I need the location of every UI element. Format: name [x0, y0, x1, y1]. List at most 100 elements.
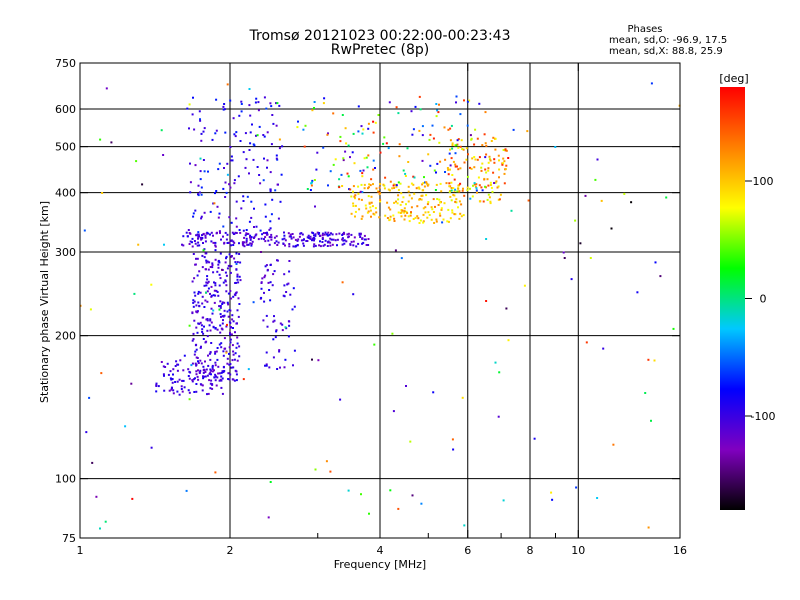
echo-point — [180, 385, 183, 388]
echo-point — [454, 163, 457, 166]
echo-point — [352, 185, 355, 188]
echo-point — [365, 244, 368, 246]
echo-point — [397, 194, 400, 197]
echo-point — [469, 166, 471, 169]
echo-point — [421, 159, 424, 162]
echo-point — [271, 114, 274, 116]
echo-point — [203, 284, 206, 287]
echo-point — [471, 157, 474, 160]
echo-point — [327, 231, 330, 234]
echo-point — [188, 127, 190, 130]
echo-point — [485, 144, 488, 147]
echo-point — [501, 163, 504, 166]
echo-point — [450, 187, 453, 189]
echo-point — [335, 233, 338, 236]
echo-point — [230, 333, 233, 336]
echo-point — [252, 237, 255, 239]
echo-point — [278, 147, 281, 150]
echo-point — [498, 176, 500, 179]
echo-point — [343, 242, 346, 245]
echo-point — [487, 161, 490, 164]
echo-point — [235, 131, 238, 134]
x-axis-label: Frequency [MHz] — [334, 558, 426, 571]
echo-point — [195, 383, 198, 385]
echo-point — [191, 237, 194, 240]
echo-point — [372, 212, 375, 215]
echo-point — [231, 344, 234, 347]
echo-point — [274, 189, 277, 192]
echo-point — [236, 273, 239, 276]
echo-point — [212, 326, 215, 329]
echo-point — [474, 185, 477, 188]
echo-point — [400, 192, 403, 195]
echo-point — [439, 201, 442, 204]
echo-point — [198, 244, 201, 247]
echo-point — [314, 205, 316, 208]
echo-point — [193, 319, 196, 322]
echo-point — [220, 379, 223, 382]
echo-point — [202, 249, 205, 252]
echo-point — [612, 443, 615, 446]
echo-point — [365, 156, 368, 159]
echo-point — [352, 202, 355, 205]
echo-point — [203, 368, 205, 371]
echo-point — [202, 316, 205, 319]
echo-point — [266, 268, 269, 271]
echo-point — [421, 125, 424, 128]
echo-point — [287, 320, 290, 323]
echo-point — [444, 158, 447, 161]
echo-point — [417, 186, 420, 189]
echo-point — [284, 326, 287, 329]
echo-point — [249, 242, 252, 245]
echo-point — [466, 124, 469, 127]
echo-point — [421, 194, 424, 197]
echo-point — [288, 243, 291, 245]
echo-point — [284, 239, 287, 242]
echo-point — [352, 244, 355, 247]
echo-point — [481, 189, 484, 192]
echo-point — [352, 205, 355, 207]
echo-point — [235, 225, 238, 228]
echo-point — [339, 140, 342, 143]
echo-point — [265, 314, 268, 317]
echo-point — [574, 219, 577, 222]
echo-point — [226, 267, 229, 270]
echo-point — [238, 303, 241, 305]
echo-point — [457, 168, 460, 171]
x-tick-label: 8 — [527, 544, 534, 557]
echo-point — [345, 142, 348, 145]
echo-point — [235, 370, 238, 373]
echo-point — [367, 186, 370, 189]
echo-point — [198, 235, 200, 238]
echo-point — [189, 162, 191, 165]
echo-point — [256, 134, 259, 137]
echo-point — [450, 199, 453, 202]
echo-point — [422, 213, 425, 216]
echo-point — [201, 389, 204, 392]
echo-point — [610, 227, 613, 230]
echo-point — [219, 305, 222, 307]
echo-point — [197, 184, 200, 187]
echo-point — [502, 162, 505, 165]
echo-point — [223, 337, 226, 340]
echo-point — [204, 268, 207, 271]
echo-point — [219, 313, 222, 316]
echo-point — [465, 158, 468, 161]
echo-point — [466, 189, 469, 192]
echo-point — [210, 240, 213, 243]
echo-point — [426, 182, 428, 185]
echo-point — [484, 168, 487, 171]
echo-point — [234, 294, 237, 297]
echo-point — [482, 200, 485, 203]
echo-point — [269, 227, 272, 230]
echo-point — [231, 318, 234, 321]
echo-point — [623, 192, 626, 195]
echo-point — [207, 364, 210, 367]
echo-point — [382, 142, 385, 145]
y-tick-label: 750 — [55, 57, 76, 70]
echo-point — [317, 359, 320, 362]
echo-point — [443, 202, 446, 205]
echo-point — [393, 183, 396, 186]
echo-point — [88, 396, 91, 399]
echo-point — [489, 200, 492, 203]
